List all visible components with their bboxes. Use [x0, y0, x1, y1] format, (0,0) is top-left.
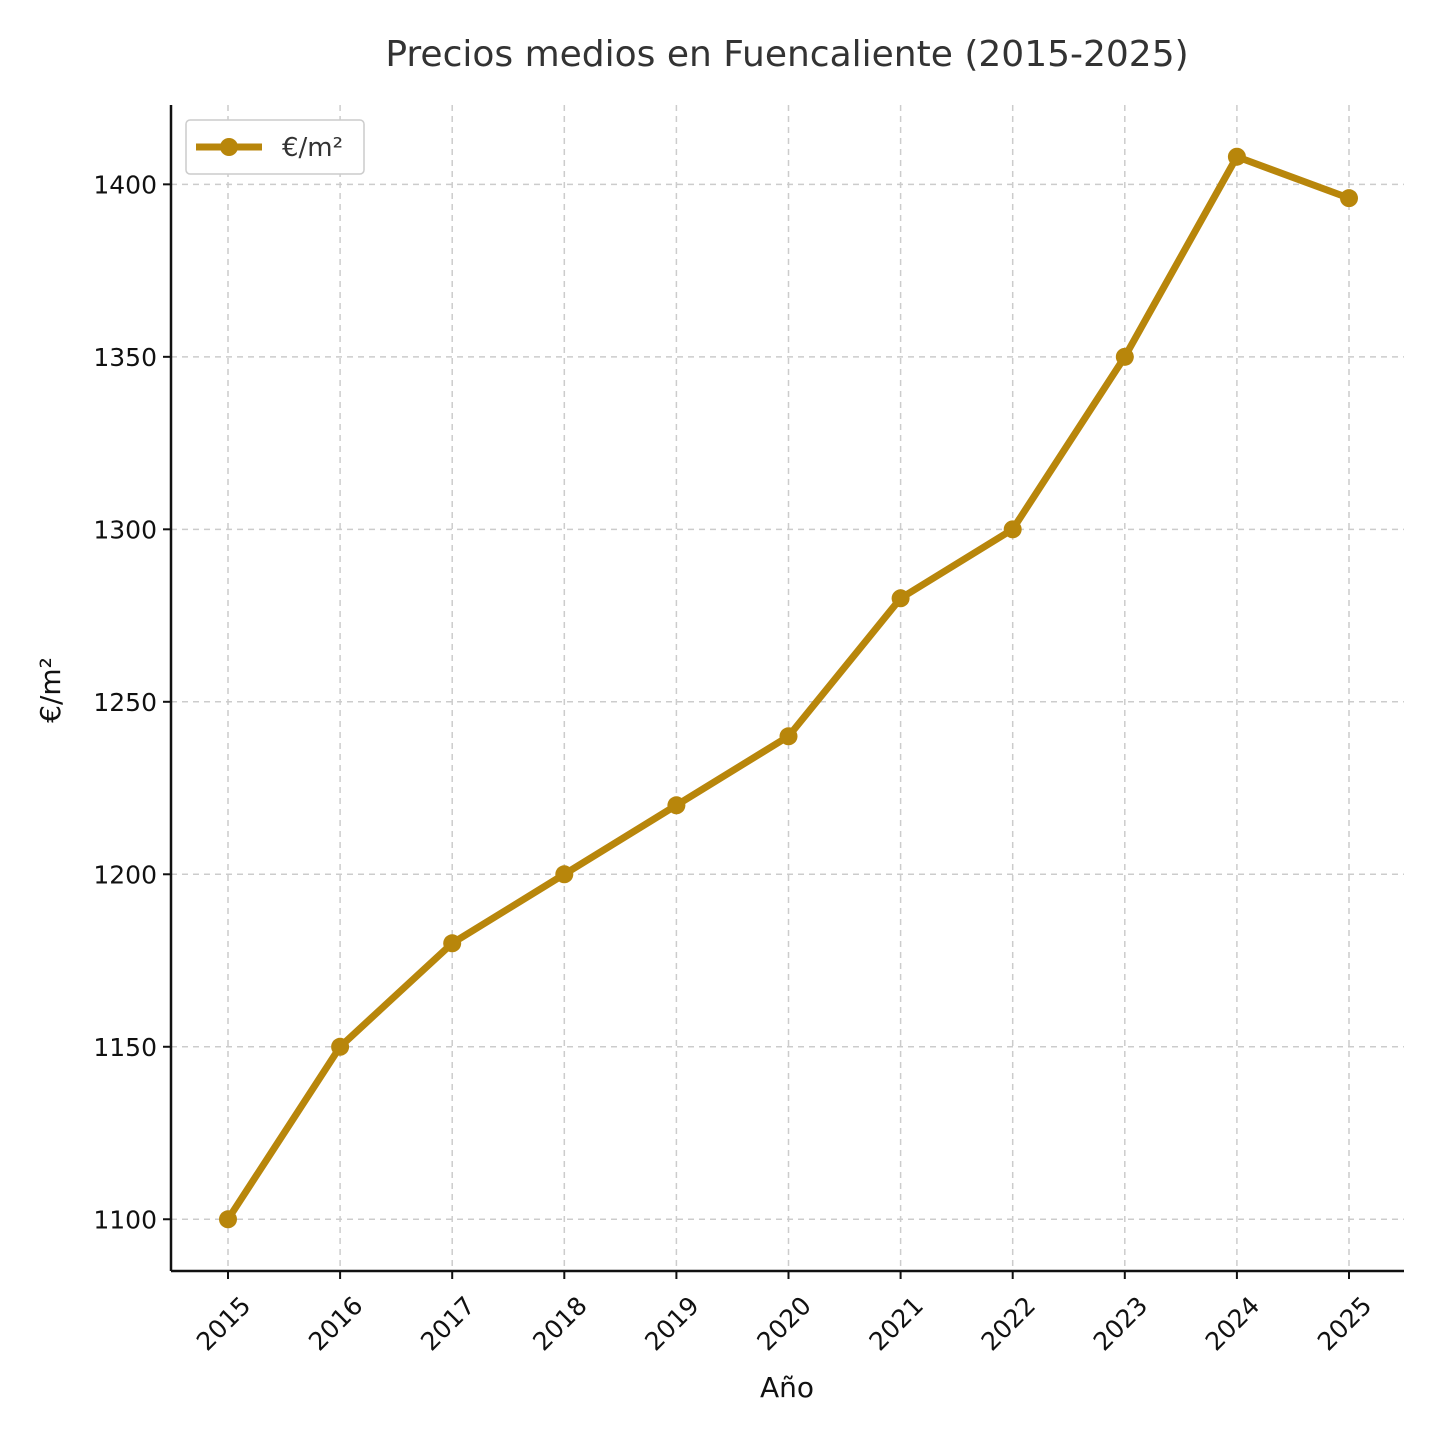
- data-point: [1003, 520, 1022, 539]
- y-tick-label: 1250: [93, 688, 157, 717]
- y-tick-label: 1400: [93, 170, 157, 199]
- series-layer: [219, 147, 1358, 1229]
- data-point: [1115, 347, 1134, 366]
- y-tick-labels: 1100 1150 1200 1250 1300 1350 1400: [93, 170, 157, 1234]
- data-point: [1227, 147, 1246, 166]
- data-point: [555, 865, 574, 884]
- data-point: [891, 589, 910, 608]
- data-point: [1340, 189, 1358, 208]
- legend-label: €/m²: [282, 133, 343, 163]
- data-point: [331, 1037, 350, 1056]
- y-axis-label: €/m²: [34, 657, 67, 723]
- y-tick-label: 1150: [93, 1033, 157, 1062]
- data-point: [219, 1210, 237, 1229]
- x-axis-label: Año: [760, 1371, 814, 1404]
- y-tick-label: 1300: [93, 515, 157, 544]
- legend: €/m²: [185, 119, 365, 175]
- axes: [163, 105, 1404, 1279]
- y-tick-label: 1350: [93, 343, 157, 372]
- chart-title: Precios medios en Fuencaliente (2015-202…: [385, 34, 1188, 75]
- grid-lines: [171, 105, 1404, 1271]
- legend-box: [185, 119, 365, 175]
- y-tick-label: 1100: [93, 1205, 157, 1234]
- data-point: [779, 727, 798, 746]
- data-point: [667, 796, 686, 815]
- data-point: [443, 934, 462, 953]
- y-tick-label: 1200: [93, 860, 157, 889]
- legend-marker-swatch: [220, 138, 238, 156]
